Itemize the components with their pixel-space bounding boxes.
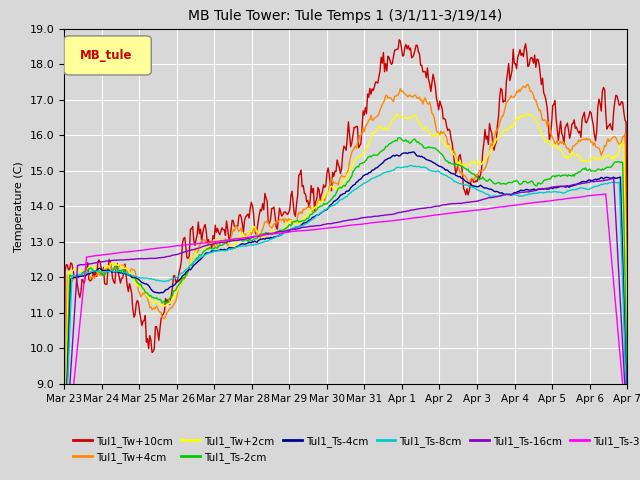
Tul1_Tw+2cm (522, 114, 529, 120)
Line: Tul1_Ts-2cm: Tul1_Ts-2cm (64, 138, 627, 480)
Tul1_Ts-2cm (623, 377, 631, 383)
Tul1_Ts-2cm (396, 135, 403, 141)
Tul1_Ts-8cm (611, 180, 619, 185)
Tul1_Tw+4cm (365, 117, 372, 123)
FancyBboxPatch shape (64, 36, 151, 75)
Tul1_Ts-2cm (523, 180, 531, 185)
Tul1_Tw+2cm (524, 111, 532, 117)
Tul1_Ts-2cm (397, 135, 404, 141)
Tul1_Ts-32cm (611, 293, 619, 299)
Tul1_Ts-16cm (623, 427, 631, 432)
Tul1_Ts-32cm (365, 220, 372, 226)
Tul1_Ts-8cm (60, 472, 68, 478)
Tul1_Tw+4cm (522, 84, 529, 90)
Line: Tul1_Ts-4cm: Tul1_Ts-4cm (64, 152, 627, 475)
Tul1_Tw+4cm (328, 175, 335, 180)
Tul1_Ts-4cm (328, 202, 335, 207)
Line: Tul1_Tw+10cm: Tul1_Tw+10cm (64, 40, 627, 417)
Line: Tul1_Ts-32cm: Tul1_Ts-32cm (64, 194, 627, 480)
Tul1_Ts-2cm (611, 159, 619, 165)
Tul1_Tw+10cm (365, 95, 372, 100)
Tul1_Tw+10cm (397, 38, 404, 44)
Tul1_Ts-4cm (523, 187, 531, 192)
Tul1_Ts-8cm (408, 163, 415, 168)
Tul1_Tw+2cm (331, 185, 339, 191)
Tul1_Ts-4cm (365, 170, 372, 176)
Line: Tul1_Ts-16cm: Tul1_Ts-16cm (64, 179, 627, 476)
Tul1_Tw+2cm (365, 141, 372, 146)
Y-axis label: Temperature (C): Temperature (C) (14, 161, 24, 252)
Tul1_Ts-16cm (331, 220, 339, 226)
Title: MB Tule Tower: Tule Temps 1 (3/1/11-3/19/14): MB Tule Tower: Tule Temps 1 (3/1/11-3/19… (188, 10, 503, 24)
Tul1_Ts-16cm (611, 196, 619, 202)
Tul1_Ts-8cm (331, 202, 339, 208)
Tul1_Ts-4cm (410, 149, 418, 155)
Tul1_Ts-16cm (365, 214, 372, 220)
Line: Tul1_Tw+4cm: Tul1_Tw+4cm (64, 84, 627, 480)
Tul1_Ts-16cm (610, 176, 618, 181)
Tul1_Ts-2cm (365, 154, 372, 160)
Tul1_Ts-8cm (396, 164, 403, 170)
Line: Tul1_Ts-8cm: Tul1_Ts-8cm (64, 166, 627, 475)
Tul1_Ts-2cm (328, 196, 335, 202)
Tul1_Tw+10cm (611, 99, 619, 105)
Tul1_Ts-4cm (396, 153, 403, 159)
Tul1_Tw+10cm (328, 188, 335, 194)
Tul1_Tw+10cm (331, 168, 339, 174)
Legend: Tul1_Tw+10cm, Tul1_Tw+4cm, Tul1_Tw+2cm, Tul1_Ts-2cm, Tul1_Ts-4cm, Tul1_Ts-8cm, T: Tul1_Tw+10cm, Tul1_Tw+4cm, Tul1_Tw+2cm, … (69, 432, 640, 467)
Line: Tul1_Tw+2cm: Tul1_Tw+2cm (64, 114, 627, 480)
Tul1_Tw+10cm (623, 316, 631, 322)
Tul1_Ts-32cm (328, 225, 335, 231)
Tul1_Ts-32cm (623, 433, 631, 439)
Tul1_Ts-4cm (331, 198, 339, 204)
Tul1_Ts-8cm (328, 203, 335, 209)
Tul1_Tw+2cm (623, 349, 631, 355)
Tul1_Tw+4cm (611, 133, 619, 139)
Tul1_Ts-32cm (60, 478, 68, 480)
Text: MB_tule: MB_tule (80, 49, 132, 62)
Tul1_Tw+2cm (611, 153, 619, 158)
Tul1_Tw+4cm (524, 82, 532, 87)
Tul1_Ts-4cm (611, 175, 619, 181)
Tul1_Ts-32cm (396, 217, 403, 223)
Tul1_Ts-32cm (522, 201, 529, 206)
Tul1_Tw+2cm (328, 183, 335, 189)
Tul1_Ts-32cm (602, 191, 609, 197)
Tul1_Tw+2cm (396, 114, 403, 120)
Tul1_Ts-16cm (328, 221, 335, 227)
Tul1_Ts-8cm (623, 423, 631, 429)
Tul1_Ts-4cm (60, 472, 68, 478)
Tul1_Tw+4cm (623, 318, 631, 324)
Tul1_Ts-4cm (623, 416, 631, 421)
Tul1_Tw+10cm (396, 37, 403, 43)
Tul1_Tw+10cm (523, 49, 531, 55)
Tul1_Tw+4cm (396, 90, 403, 96)
Tul1_Ts-16cm (60, 473, 68, 479)
Tul1_Ts-2cm (331, 193, 339, 199)
Tul1_Ts-32cm (331, 225, 339, 230)
Tul1_Ts-16cm (522, 189, 529, 195)
Tul1_Tw+4cm (331, 180, 339, 186)
Tul1_Tw+10cm (60, 414, 68, 420)
Tul1_Ts-8cm (365, 178, 372, 184)
Tul1_Ts-8cm (523, 192, 531, 198)
Tul1_Ts-16cm (396, 209, 403, 215)
